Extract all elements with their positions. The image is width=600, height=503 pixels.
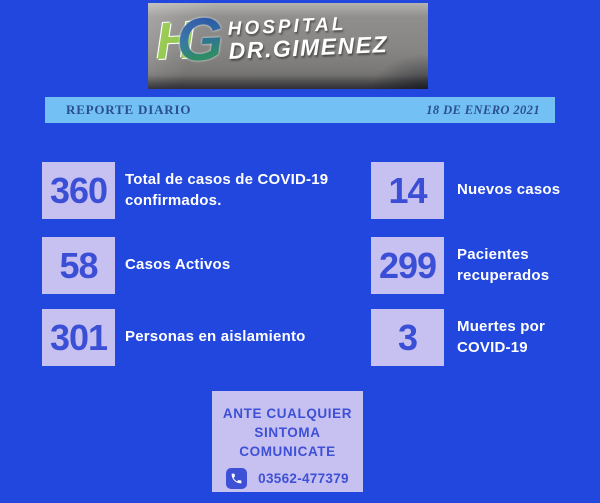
- stat-value: 58: [42, 237, 115, 294]
- hospital-sign-photo: H G HOSPITAL DR.GIMENEZ: [148, 3, 428, 89]
- stat-new-cases: 14 Nuevos casos: [371, 162, 582, 219]
- stat-recovered: 299 Pacientes recuperados: [371, 237, 582, 294]
- phone-number: 03562-477379: [258, 471, 349, 486]
- contact-line: COMUNICATE: [239, 444, 336, 459]
- stat-label: Pacientes recuperados: [457, 246, 550, 284]
- stat-label: Personas en aislamiento: [125, 328, 306, 346]
- stat-value: 14: [371, 162, 444, 219]
- stat-value: 301: [42, 309, 115, 366]
- hospital-name-line1: HOSPITAL: [227, 13, 347, 40]
- hospital-name-line2: DR.GIMENEZ: [228, 30, 389, 64]
- hospital-name: HOSPITAL DR.GIMENEZ: [227, 12, 389, 64]
- stat-deaths: 3 Muertes por COVID-19: [371, 309, 582, 366]
- stat-label: Casos Activos: [125, 256, 231, 274]
- stat-value: 299: [371, 237, 444, 294]
- report-date: 18 DE ENERO 2021: [426, 102, 540, 117]
- contact-box: ANTE CUALQUIER SINTOMA COMUNICATE 03562-…: [212, 391, 363, 492]
- report-banner: REPORTE DIARIO 18 DE ENERO 2021: [45, 97, 555, 123]
- phone-row: 03562-477379: [212, 468, 363, 489]
- stat-label: Total de casos de COVID-19 confirmados.: [125, 171, 329, 209]
- stat-label: Muertes por COVID-19: [457, 318, 546, 356]
- contact-line: ANTE CUALQUIER: [222, 406, 353, 421]
- hg-logo: H G: [154, 5, 225, 74]
- report-title: REPORTE DIARIO: [66, 102, 192, 117]
- stat-active-cases: 58 Casos Activos: [42, 237, 365, 294]
- stat-value: 3: [371, 309, 444, 366]
- phone-icon: [226, 468, 248, 489]
- logo-letter-g: G: [175, 5, 225, 75]
- stat-value: 360: [42, 162, 115, 219]
- contact-line: SINTOMA: [254, 425, 321, 440]
- hospital-sign: H G HOSPITAL DR.GIMENEZ: [154, 5, 389, 74]
- stat-label: Nuevos casos: [457, 181, 561, 199]
- logo-letter-h: H: [154, 11, 195, 72]
- stat-total-confirmed: 360 Total de casos de COVID-19 confirmad…: [42, 162, 365, 219]
- stat-isolation: 301 Personas en aislamiento: [42, 309, 365, 366]
